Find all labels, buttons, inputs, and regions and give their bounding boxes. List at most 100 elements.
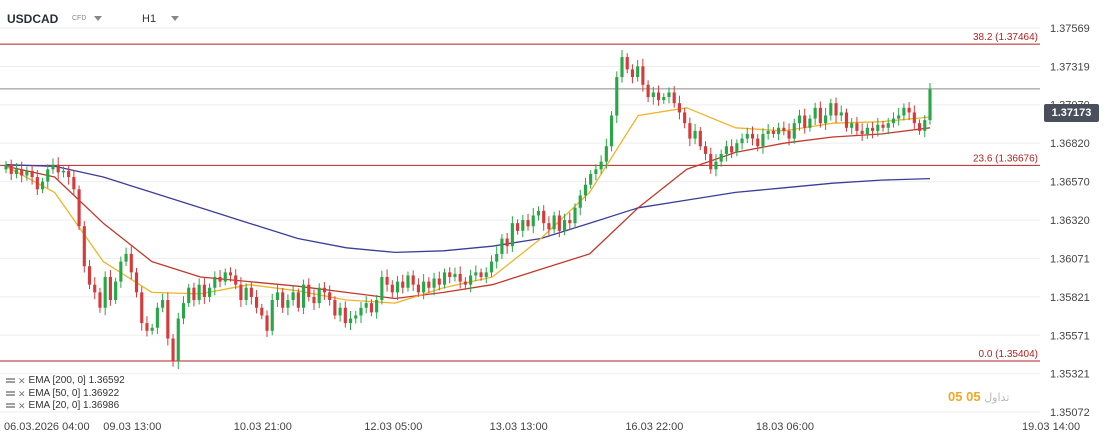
- candle-body: [730, 146, 734, 153]
- candle-body: [740, 138, 744, 144]
- candle-body: [693, 130, 697, 139]
- candle-body: [636, 66, 640, 78]
- settings-icon[interactable]: [6, 402, 15, 410]
- y-tick-label: 1.35571: [1050, 330, 1090, 342]
- candle-body: [808, 118, 812, 128]
- candle-body: [818, 107, 822, 124]
- candle-body: [171, 338, 175, 362]
- x-tick-label: 13.03 13:00: [490, 421, 548, 433]
- candle-body: [604, 146, 608, 162]
- candle-body: [275, 292, 280, 301]
- candle-body: [469, 275, 473, 285]
- candle-body: [745, 133, 749, 139]
- candle-body: [871, 127, 875, 131]
- legend-label: EMA [200, 0] 1.36592: [28, 375, 125, 386]
- candle-body: [844, 112, 849, 128]
- candle-body: [114, 281, 118, 301]
- candle-body: [797, 115, 802, 124]
- candle-body: [67, 170, 71, 178]
- candle-body: [813, 107, 817, 119]
- candle-body: [197, 284, 201, 301]
- candle-body: [620, 57, 624, 78]
- candle-body: [656, 92, 661, 101]
- symbol-name[interactable]: USDCAD: [7, 12, 59, 26]
- candle-body: [108, 276, 112, 301]
- candle-body: [688, 123, 692, 139]
- candle-body: [615, 77, 619, 116]
- candle-body: [568, 220, 572, 224]
- chart-toolbar: USDCAD CFD H1: [0, 0, 1040, 34]
- candle-body: [510, 223, 514, 247]
- candle-body: [766, 130, 770, 134]
- candle-body: [719, 153, 723, 162]
- candle-body: [176, 318, 180, 362]
- candle-body: [348, 318, 353, 324]
- candle-body: [359, 307, 363, 316]
- candle-body: [771, 130, 775, 134]
- candle-body: [51, 164, 55, 170]
- legend-ema20[interactable]: ✕ EMA [20, 0] 1.36986: [6, 400, 125, 413]
- settings-icon[interactable]: [6, 377, 15, 385]
- candle-body: [82, 226, 86, 267]
- candle-body: [87, 266, 92, 285]
- timeframe-selector[interactable]: H1: [142, 13, 157, 25]
- x-tick-label: 09.03 13:00: [103, 421, 161, 433]
- y-tick-label: 1.35072: [1050, 407, 1090, 419]
- candle-body: [698, 130, 702, 147]
- candle-body: [563, 220, 567, 231]
- candle-body: [98, 292, 102, 308]
- candle-body: [255, 296, 259, 308]
- candle-body: [134, 272, 139, 293]
- settings-icon[interactable]: [6, 390, 15, 398]
- candle-body: [161, 300, 165, 308]
- candle-body: [662, 97, 666, 101]
- candle-body: [609, 115, 614, 147]
- x-tick-label: 12.03 05:00: [364, 421, 422, 433]
- y-tick-label: 1.37319: [1050, 61, 1090, 73]
- candle-body: [448, 272, 452, 277]
- candle-body: [343, 307, 347, 324]
- close-icon[interactable]: ✕: [18, 401, 26, 411]
- candle-body: [651, 92, 655, 98]
- candle-body: [427, 281, 431, 288]
- candle-body: [500, 238, 504, 254]
- candle-body: [249, 287, 253, 297]
- candle-body: [369, 303, 373, 313]
- candle-body: [599, 161, 603, 170]
- symbol-dropdown-icon[interactable]: [94, 16, 102, 21]
- broker-watermark: 05 تداول 05: [948, 389, 1009, 404]
- x-tick-label: 10.03 21:00: [234, 421, 292, 433]
- candle-body: [552, 215, 556, 230]
- x-tick-label: 18.03 06:00: [756, 421, 814, 433]
- ema50-line: [5, 127, 931, 300]
- candle-body: [155, 307, 159, 328]
- candle-body: [25, 170, 29, 176]
- candle-body: [583, 184, 588, 196]
- candle-body: [9, 164, 13, 174]
- candle-body: [228, 272, 233, 276]
- y-tick-label: 1.35321: [1050, 369, 1090, 381]
- candle-body: [150, 327, 154, 331]
- candle-body: [709, 153, 713, 170]
- candle-body: [119, 261, 123, 282]
- legend-ema50[interactable]: ✕ EMA [50, 0] 1.36922: [6, 388, 125, 401]
- candle-body: [578, 195, 582, 208]
- candle-body: [145, 323, 149, 331]
- candle-body: [803, 115, 807, 128]
- watermark-grey: تداول: [984, 392, 1010, 404]
- ema200-line: [5, 164, 931, 254]
- close-icon[interactable]: ✕: [18, 388, 26, 399]
- legend-ema200[interactable]: ✕ EMA [200, 0] 1.36592: [6, 375, 125, 388]
- candle-body: [296, 292, 300, 308]
- candle-body: [72, 177, 76, 190]
- candle-body: [411, 275, 415, 285]
- legend-label: EMA [20, 0] 1.36986: [28, 400, 120, 411]
- timeframe-dropdown-icon[interactable]: [171, 16, 179, 21]
- close-icon[interactable]: ✕: [18, 376, 26, 386]
- candle-body: [630, 69, 635, 78]
- y-tick-label: 1.35821: [1050, 292, 1090, 304]
- y-tick-label: 1.36820: [1050, 138, 1090, 150]
- candle-body: [912, 112, 916, 124]
- candle-body: [865, 127, 869, 134]
